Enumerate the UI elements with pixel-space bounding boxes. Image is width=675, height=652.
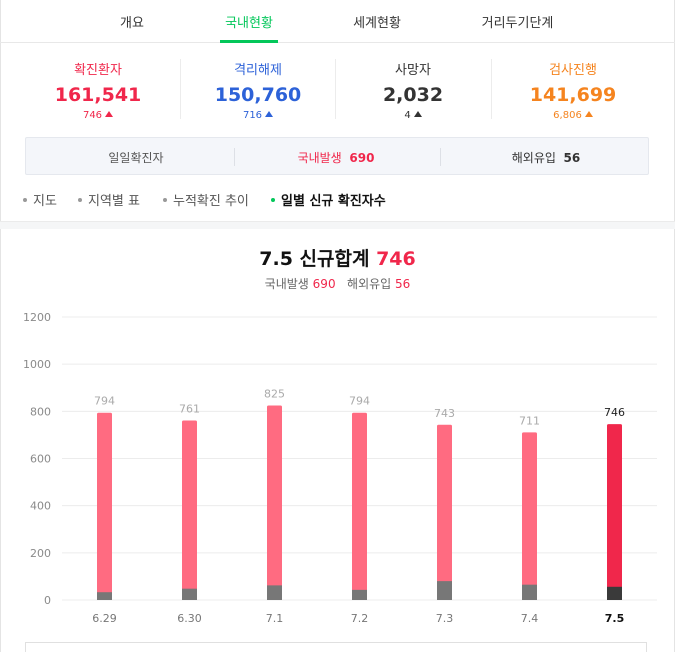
- up-arrow-icon: [105, 111, 114, 117]
- data-label: 825: [264, 387, 285, 400]
- data-label: 711: [519, 414, 540, 427]
- stat-testing: 검사진행 141,699 6,806: [498, 59, 648, 121]
- bar-overseas: [182, 588, 197, 600]
- section-divider: [0, 221, 675, 229]
- y-tick-label: 800: [30, 405, 51, 418]
- x-tick-label: 6.30: [177, 612, 202, 625]
- x-tick-label: 7.2: [351, 612, 369, 625]
- stat-divider: [491, 59, 492, 119]
- bar-total: [522, 432, 537, 600]
- daily-cases-label: 일일확진자: [108, 151, 164, 165]
- up-arrow-icon: [265, 111, 274, 117]
- chart-subtitle: 국내발생 690 해외유입 56: [0, 275, 675, 292]
- stat-testing-delta: 6,806: [498, 110, 648, 121]
- up-arrow-icon: [413, 111, 422, 117]
- chart-sub-overseas-label: 해외유입: [347, 277, 392, 291]
- y-tick-label: 1200: [23, 311, 51, 324]
- daily-separator: [440, 148, 441, 166]
- daily-domestic: 국내발생 690: [266, 149, 406, 166]
- x-tick-label: 7.3: [436, 612, 454, 625]
- stat-released-value: 150,760: [214, 84, 302, 106]
- bullet-icon: [163, 198, 167, 202]
- subnav-region-table[interactable]: 지역별 표: [78, 190, 140, 209]
- subnav-cumulative-trend[interactable]: 누적확진 추이: [163, 190, 249, 209]
- tab-domestic[interactable]: 국내현황: [225, 16, 273, 31]
- stat-divider: [335, 59, 336, 119]
- stat-confirmed: 확진환자 161,541 746: [23, 59, 173, 121]
- tab-world[interactable]: 세계현황: [353, 16, 401, 31]
- stat-deaths-value: 2,032: [382, 84, 444, 106]
- stat-confirmed-delta: 746: [23, 110, 173, 121]
- stat-released: 격리해제 150,760 716: [183, 59, 333, 121]
- x-tick-label: 7.4: [521, 612, 539, 625]
- bullet-icon: [23, 198, 27, 202]
- bottom-panel: [25, 642, 647, 652]
- tab-overview[interactable]: 개요: [120, 16, 144, 31]
- bar-total: [97, 412, 112, 600]
- bar-total: [182, 420, 197, 600]
- stat-confirmed-label: 확진환자: [74, 63, 122, 78]
- bar-overseas: [522, 584, 537, 600]
- y-tick-label: 600: [30, 453, 51, 466]
- stat-testing-label: 검사진행: [549, 63, 597, 78]
- daily-overseas-label: 해외유입: [511, 151, 556, 165]
- stat-deaths: 사망자 2,032 4: [338, 59, 488, 121]
- bar-overseas: [437, 581, 452, 600]
- y-tick-label: 200: [30, 547, 51, 560]
- stat-divider: [180, 59, 181, 119]
- bar-overseas: [352, 589, 367, 600]
- stat-testing-value: 141,699: [529, 84, 617, 106]
- top-tabs: 개요 국내현황 세계현황 거리두기단계: [0, 0, 675, 43]
- stat-deaths-delta: 4: [338, 110, 488, 121]
- chart-title-total: 746: [376, 248, 416, 270]
- daily-overseas: 해외유입 56: [476, 149, 616, 166]
- chart-sub-overseas-value: 56: [395, 277, 411, 291]
- daily-overseas-value: 56: [563, 151, 581, 165]
- data-label: 794: [349, 395, 370, 408]
- y-tick-label: 400: [30, 500, 51, 513]
- data-label: 743: [434, 407, 455, 420]
- x-tick-label: 7.5: [605, 612, 625, 625]
- subnav-map[interactable]: 지도: [23, 190, 57, 209]
- daily-cases-box: 일일확진자 국내발생 690 해외유입 56: [25, 137, 649, 175]
- bar-total: [607, 424, 622, 600]
- daily-separator: [234, 148, 235, 166]
- bar-total: [352, 412, 367, 600]
- y-tick-label: 0: [44, 594, 51, 607]
- x-tick-label: 7.1: [266, 612, 284, 625]
- bar-overseas: [607, 586, 622, 600]
- bar-overseas: [267, 585, 282, 600]
- subnav-daily-new[interactable]: 일별 신규 확진자수: [271, 190, 386, 209]
- bar-total: [437, 424, 452, 600]
- daily-domestic-value: 690: [349, 151, 375, 165]
- active-tab-indicator: [220, 40, 278, 43]
- stats-summary: 확진환자 161,541 746 격리해제 150,760 716 사망자 2,…: [20, 43, 655, 133]
- x-tick-label: 6.29: [92, 612, 117, 625]
- stat-deaths-label: 사망자: [395, 63, 431, 78]
- bar-overseas: [97, 592, 112, 600]
- bullet-icon: [271, 198, 275, 202]
- daily-bar-chart: 0 200 400 600 800 1000 1200 794 6.29 761 6.30 825 7.…: [23, 311, 657, 625]
- stat-released-delta: 716: [183, 110, 333, 121]
- data-label: 794: [94, 395, 115, 408]
- chart-title-text: 7.5 신규합계: [259, 248, 370, 270]
- tab-distancing[interactable]: 거리두기단계: [481, 16, 554, 31]
- data-label: 746: [604, 406, 625, 419]
- bullet-icon: [78, 198, 82, 202]
- chart-sub-domestic-label: 국내발생: [264, 277, 309, 291]
- stat-confirmed-value: 161,541: [54, 84, 142, 106]
- chart-title: 7.5 신규합계 746: [0, 244, 675, 271]
- bar-total: [267, 405, 282, 600]
- up-arrow-icon: [584, 111, 593, 117]
- chart-sub-domestic-value: 690: [312, 277, 336, 291]
- y-tick-label: 1000: [23, 358, 51, 371]
- stat-released-label: 격리해제: [234, 63, 282, 78]
- daily-domestic-label: 국내발생: [297, 151, 342, 165]
- data-label: 761: [179, 403, 200, 416]
